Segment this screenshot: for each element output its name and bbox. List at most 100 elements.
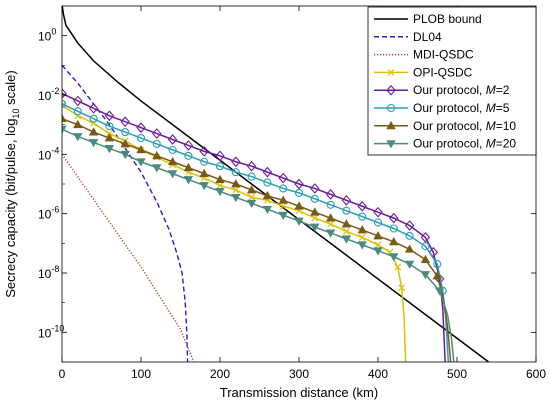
x-tick-label-3: 200 <box>210 367 230 381</box>
data-point-6-23 <box>405 231 414 240</box>
data-point-5-3 <box>88 103 99 114</box>
data-point-8-5 <box>120 150 130 160</box>
data-point-7-21 <box>373 231 383 240</box>
data-point-5-25 <box>428 246 439 258</box>
data-point-6-18 <box>326 200 335 209</box>
legend-marker-5 <box>386 84 396 96</box>
legend-label-2: DL04 <box>413 30 442 44</box>
data-point-7-10 <box>199 168 209 178</box>
data-point-4-13 <box>248 193 256 201</box>
data-point-7-15 <box>278 195 288 204</box>
data-point-7-6 <box>136 145 146 154</box>
data-point-8-24 <box>420 271 431 280</box>
data-point-5-8 <box>167 134 178 145</box>
legend-entry-2: DL04 <box>374 30 442 44</box>
data-point-8-22 <box>389 253 399 262</box>
legend-entry-8: Our protocol, M=20 <box>374 137 516 151</box>
data-point-8-17 <box>310 223 320 232</box>
legend-entry-4: OPI-QSDC <box>374 65 473 79</box>
data-point-7-13 <box>246 185 257 194</box>
data-point-7-3 <box>88 127 99 136</box>
legend-label-1: PLOB bound <box>413 12 482 26</box>
data-point-7-8 <box>167 156 178 166</box>
data-point-5-15 <box>278 172 288 184</box>
x-tick-label-6: 500 <box>447 367 467 381</box>
y-axis-label: Secrecy capacity (bit/pulse, log10 scale… <box>3 70 21 298</box>
data-point-6-20 <box>358 212 367 221</box>
legend: PLOB bound DL04 MDI-QSDC OPI-QSDC Our protoc… <box>367 6 537 156</box>
data-point-6-22 <box>389 224 398 233</box>
legend-label-8: Our protocol, M=20 <box>413 137 516 151</box>
data-point-8-8 <box>167 170 178 179</box>
data-point-8-12 <box>231 193 241 203</box>
series-group-7 <box>62 113 452 362</box>
data-point-8-3 <box>88 139 99 148</box>
data-point-7-1 <box>62 113 67 123</box>
data-point-7-11 <box>215 174 225 183</box>
data-point-5-18 <box>325 189 336 200</box>
data-point-5-6 <box>136 122 146 133</box>
data-point-8-21 <box>373 247 383 256</box>
x-tick-label-7: 600 <box>526 367 546 381</box>
data-point-7-14 <box>262 191 273 200</box>
data-point-5-21 <box>373 206 383 218</box>
data-point-8-20 <box>357 241 367 250</box>
data-point-6-8 <box>168 145 177 154</box>
x-tick-label-4: 300 <box>289 367 309 381</box>
legend-entry-7: Our protocol, M=10 <box>374 119 516 133</box>
legend-label-3: MDI-QSDC <box>413 48 474 62</box>
data-point-8-11 <box>215 188 225 197</box>
series-group-6 <box>62 99 450 362</box>
legend-label-7: Our protocol, M=10 <box>413 119 516 133</box>
data-point-4-23 <box>394 263 402 271</box>
x-tick-label-1: 0 <box>59 367 66 381</box>
data-point-7-12 <box>231 179 241 188</box>
data-point-6-14 <box>263 178 272 187</box>
data-point-6-24 <box>421 242 430 251</box>
data-point-6-25 <box>433 260 442 269</box>
legend-label-4: OPI-QSDC <box>413 65 473 79</box>
series-group-3 <box>62 153 195 362</box>
series-line-5 <box>62 92 446 362</box>
data-point-4-12 <box>232 186 240 194</box>
data-point-8-16 <box>294 217 304 226</box>
data-point-4-19 <box>342 228 350 235</box>
data-point-6-11 <box>215 162 225 171</box>
data-point-5-2 <box>73 95 83 107</box>
series-line-8 <box>62 128 455 362</box>
data-point-7-4 <box>104 133 115 142</box>
legend-entry-5: Our protocol, M=2 <box>374 83 510 97</box>
data-point-8-10 <box>199 182 209 191</box>
series-group-8 <box>62 125 455 362</box>
data-point-8-4 <box>104 144 115 154</box>
data-point-8-9 <box>183 176 194 185</box>
data-point-5-24 <box>420 232 431 243</box>
data-point-6-15 <box>279 184 288 193</box>
legend-marker-6 <box>386 103 396 113</box>
data-point-8-25 <box>434 287 445 296</box>
data-point-5-19 <box>341 194 352 206</box>
data-point-4-21 <box>374 241 382 249</box>
data-point-4-24 <box>398 284 406 292</box>
data-point-8-19 <box>341 235 352 244</box>
x-tick-label-2: 100 <box>131 367 151 381</box>
data-point-4-20 <box>358 233 366 241</box>
data-point-4-15 <box>279 202 287 210</box>
data-point-7-18 <box>325 213 336 222</box>
data-point-5-4 <box>104 110 115 122</box>
data-point-7-9 <box>183 162 194 172</box>
legend-marker-7 <box>386 120 396 130</box>
data-point-7-7 <box>152 151 162 160</box>
data-point-4-11 <box>216 182 224 189</box>
data-point-5-5 <box>120 116 130 128</box>
data-point-5-16 <box>294 178 304 190</box>
data-point-6-6 <box>136 133 146 143</box>
data-point-5-17 <box>310 183 320 194</box>
data-point-6-7 <box>152 139 161 148</box>
data-point-8-18 <box>325 229 336 238</box>
data-point-8-2 <box>73 133 83 142</box>
data-point-6-12 <box>231 168 240 177</box>
data-point-7-25 <box>432 271 442 280</box>
data-point-7-23 <box>404 244 415 253</box>
data-point-7-2 <box>73 119 83 129</box>
